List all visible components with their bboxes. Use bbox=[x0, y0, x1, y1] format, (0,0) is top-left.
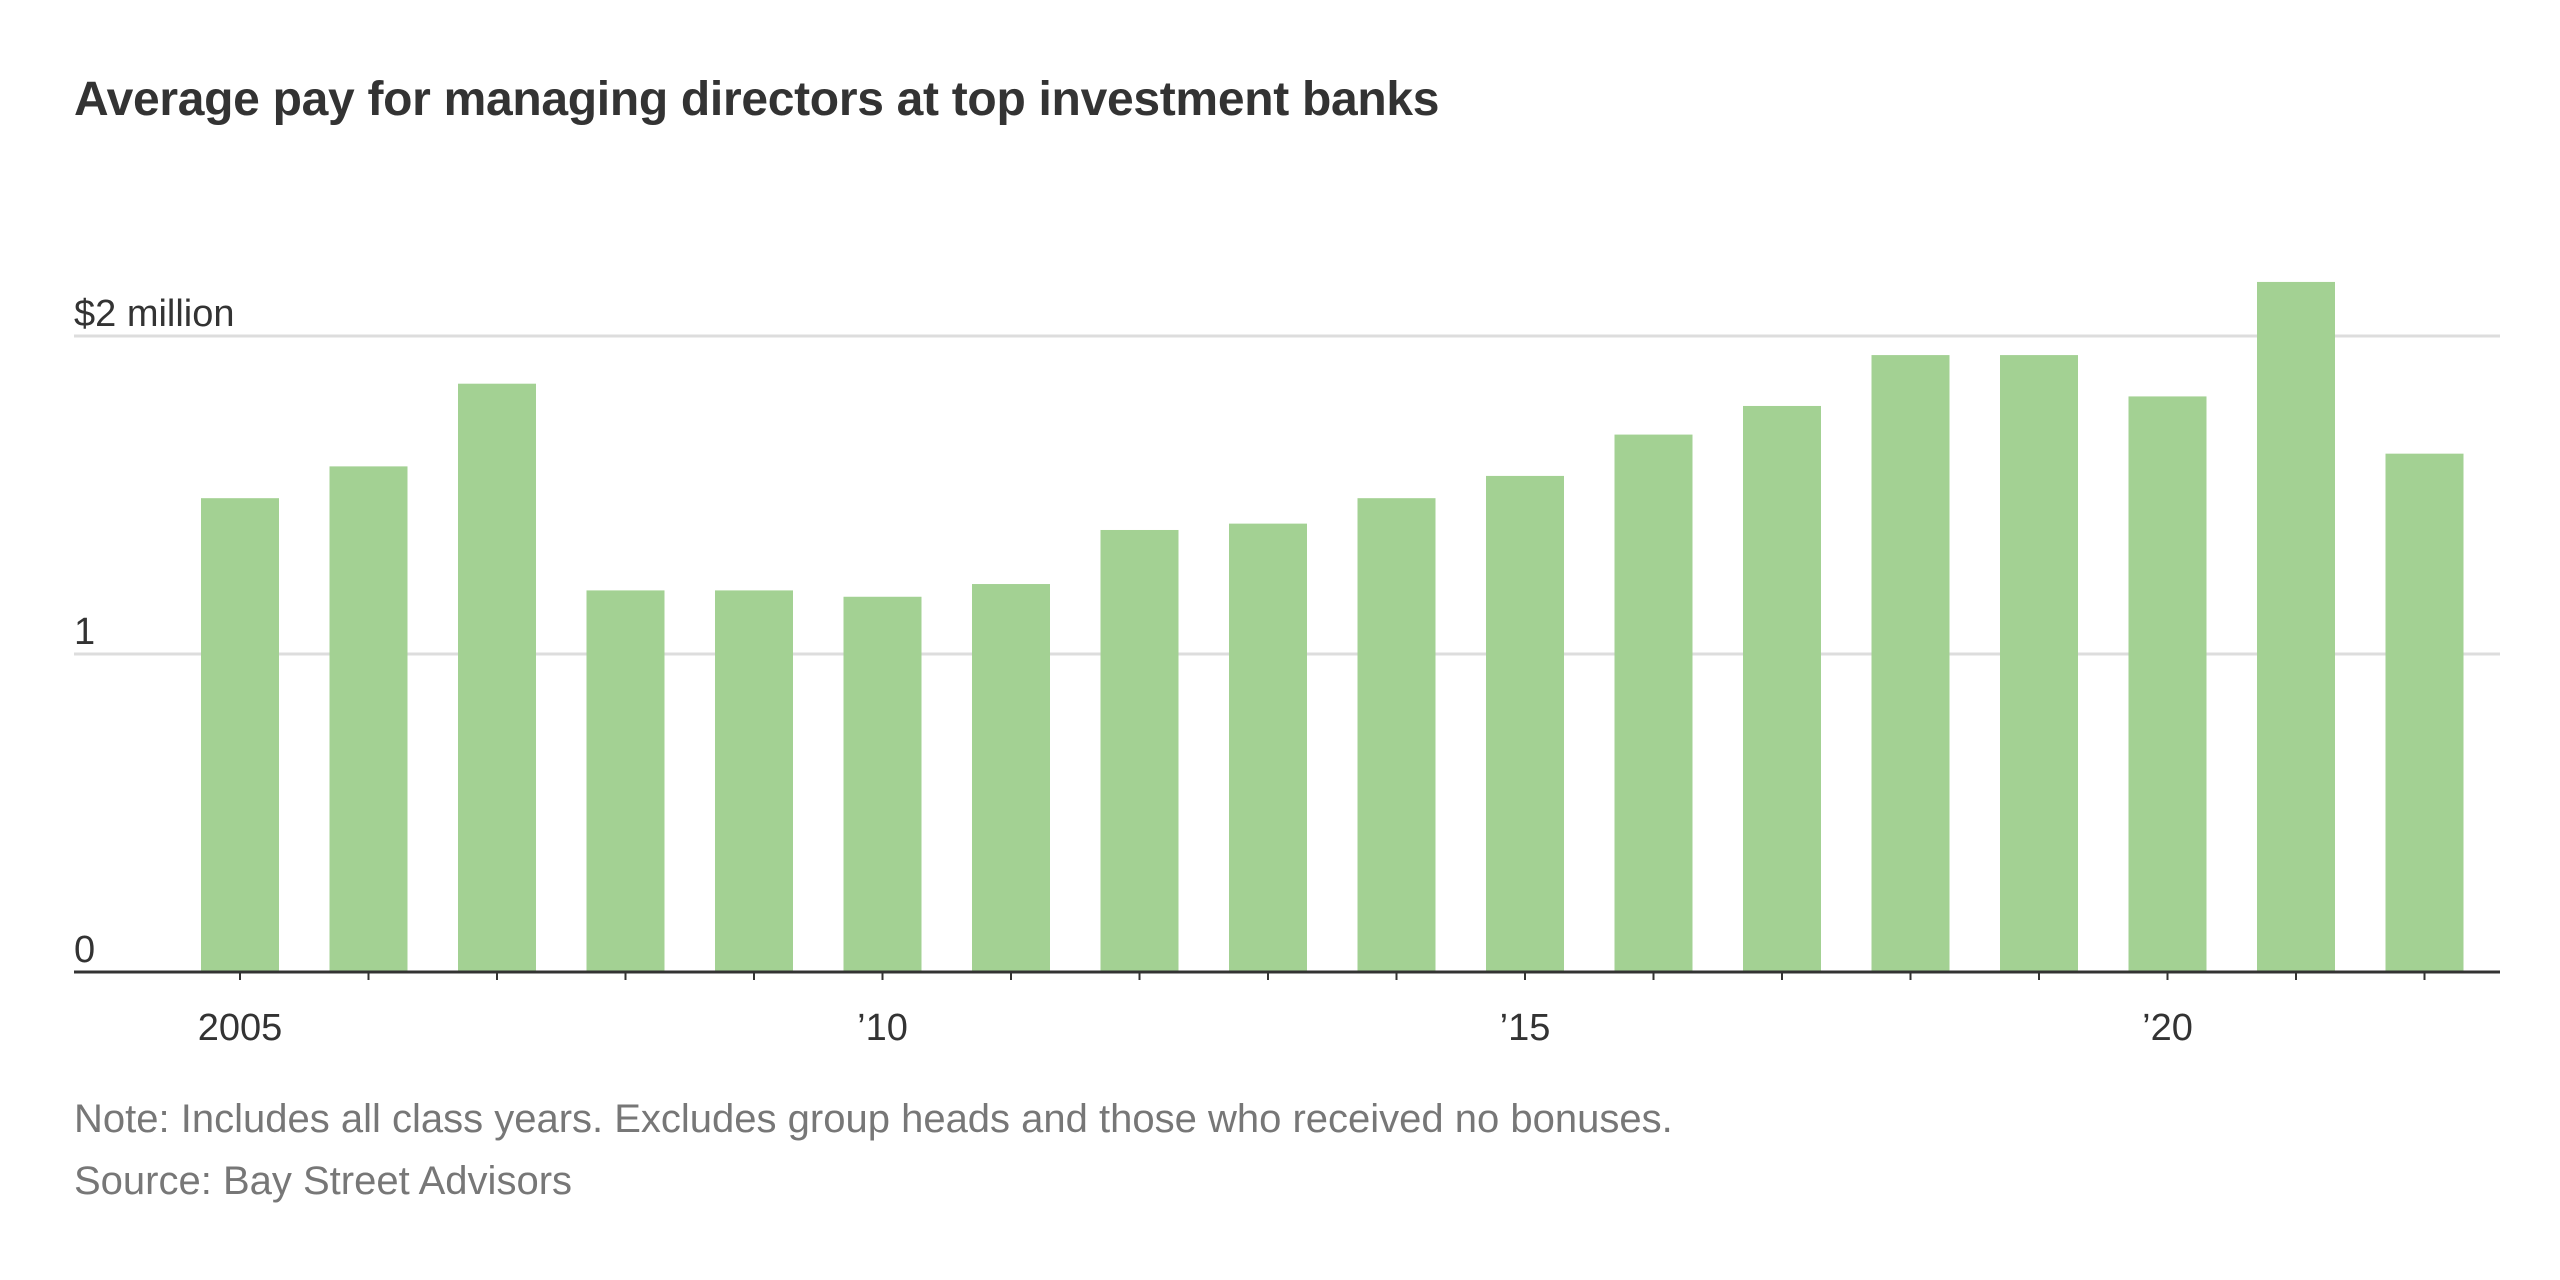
bar-2022 bbox=[2385, 453, 2464, 972]
bar-2016 bbox=[1614, 434, 1693, 973]
bars bbox=[201, 281, 2464, 973]
bar-2012 bbox=[1100, 529, 1179, 972]
chart-note: Note: Includes all class years. Excludes… bbox=[74, 1097, 1673, 1141]
y-tick-label: 0 bbox=[74, 929, 95, 971]
bar-2005 bbox=[201, 498, 279, 972]
bar-2018 bbox=[1871, 355, 1950, 973]
bar-2011 bbox=[972, 584, 1050, 972]
x-axis bbox=[74, 970, 2500, 980]
bar-2020 bbox=[2128, 396, 2207, 972]
x-tick-label: ’20 bbox=[2142, 1007, 2193, 1049]
bar-2006 bbox=[329, 466, 408, 972]
bar-chart: 0 1 $2 million 2005 ’10 ’15 ’20 bbox=[74, 281, 2500, 1049]
y-tick-label: 1 bbox=[74, 611, 95, 653]
x-tick-label: 2005 bbox=[198, 1007, 283, 1049]
x-axis-labels: 2005 ’10 ’15 ’20 bbox=[198, 1007, 2193, 1049]
bar-2009 bbox=[715, 590, 793, 972]
chart-title: Average pay for managing directors at to… bbox=[74, 73, 1440, 126]
y-tick-label: $2 million bbox=[74, 293, 235, 335]
bar-2021 bbox=[2257, 281, 2335, 972]
bar-2013 bbox=[1229, 523, 1307, 972]
chart-source: Source: Bay Street Advisors bbox=[74, 1159, 573, 1203]
x-tick-label: ’15 bbox=[1500, 1007, 1551, 1049]
bar-2017 bbox=[1743, 405, 1821, 973]
bar-2015 bbox=[1486, 475, 1564, 972]
x-tick-label: ’10 bbox=[857, 1007, 908, 1049]
bar-2014 bbox=[1357, 498, 1436, 972]
bar-2007 bbox=[458, 383, 536, 972]
y-axis-labels: 0 1 $2 million bbox=[74, 293, 235, 971]
bar-2010 bbox=[843, 596, 922, 972]
bar-2019 bbox=[2000, 355, 2078, 973]
bar-2008 bbox=[586, 590, 665, 972]
